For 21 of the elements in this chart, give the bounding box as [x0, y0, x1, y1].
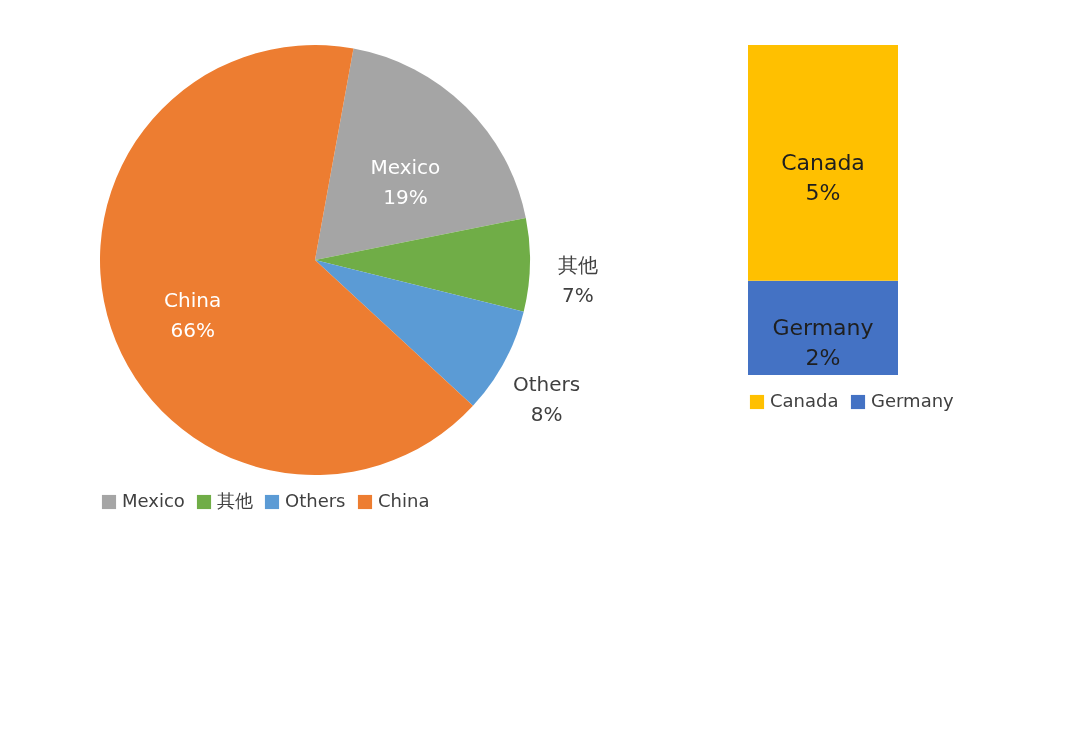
data-label: 66%: [170, 317, 215, 342]
slice-label: 其他: [557, 253, 598, 278]
legend-label: China: [378, 490, 430, 511]
legend-label: 其他: [217, 490, 253, 511]
pie-slice: [100, 45, 473, 475]
data-label: 7%: [562, 283, 594, 308]
data-label: 19%: [383, 185, 428, 210]
text: Canada: [781, 149, 865, 175]
pie-slice: [315, 48, 526, 260]
legend-label: Mexico: [122, 490, 185, 511]
legend-label: Canada: [770, 390, 839, 411]
text: Germany: [772, 314, 874, 340]
data-label: 8%: [530, 401, 563, 426]
legend-label: Others: [285, 490, 346, 511]
data-label: 2%: [805, 344, 841, 370]
slice-label: China: [164, 287, 222, 312]
pie-slice: [315, 217, 530, 312]
legend-label: Germany: [871, 390, 955, 411]
slice-label: Others: [512, 371, 581, 396]
data-label: 5%: [805, 179, 841, 205]
slice-label: Mexico: [370, 155, 441, 180]
